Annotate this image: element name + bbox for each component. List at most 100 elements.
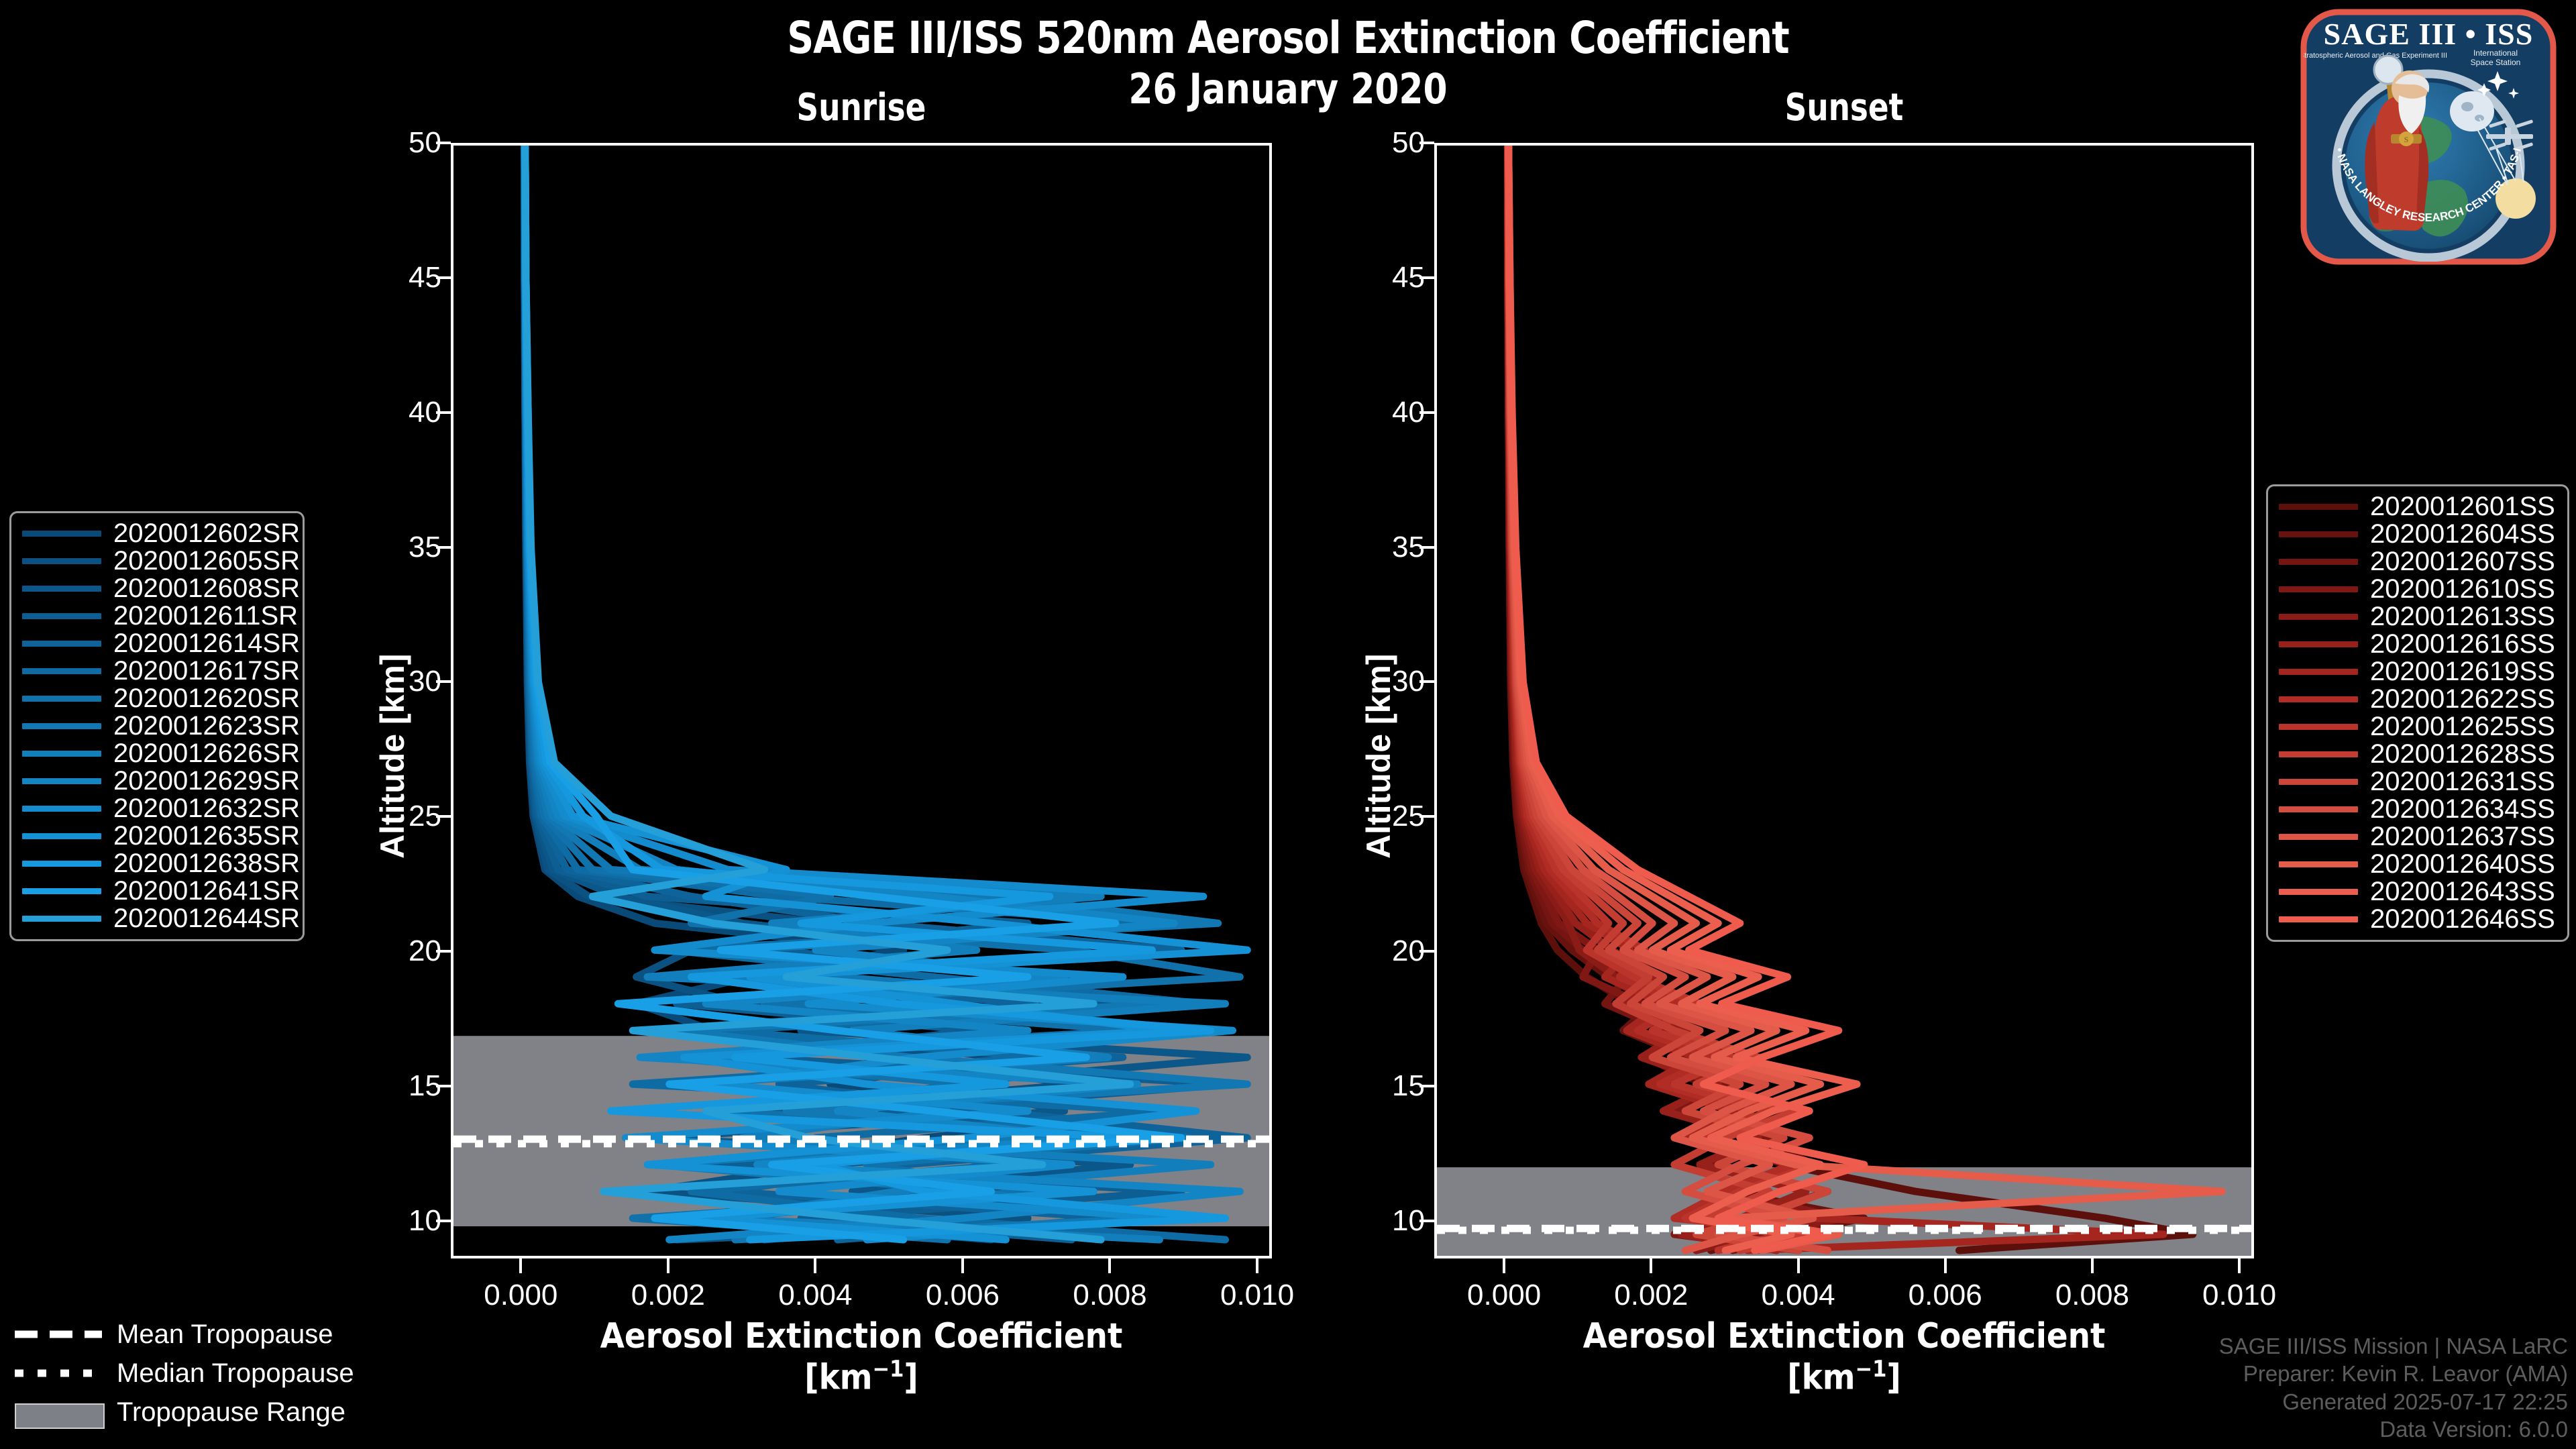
y-tick-label: 10 [1392, 1203, 1425, 1237]
y-axis-label-sunrise: Altitude [km] [374, 653, 411, 859]
x-tick-mark [2090, 1258, 2094, 1273]
legend-color-swatch [22, 806, 101, 812]
y-tick-mark [1419, 142, 1434, 144]
y-tick-label: 20 [1392, 934, 1425, 968]
legend-color-swatch [2279, 916, 2358, 922]
legend-item[interactable]: 2020012637SS [2279, 822, 2557, 851]
legend-color-swatch [2279, 696, 2358, 702]
svg-text:Space Station: Space Station [2471, 58, 2521, 67]
y-tick-mark [1419, 815, 1434, 818]
x-axis-label-sunset: Aerosol Extinction Coefficient [km−1] [1434, 1316, 2254, 1398]
legend-label: 2020012634SS [2370, 794, 2555, 824]
legend-item[interactable]: 2020012622SS [2279, 684, 2557, 714]
y-tick-label: 20 [409, 934, 441, 968]
legend-item[interactable]: 2020012605SR [22, 546, 300, 576]
legend-item[interactable]: 2020012610SS [2279, 574, 2557, 604]
legend-label: 2020012619SS [2370, 657, 2555, 686]
legend-item[interactable]: 2020012641SR [22, 876, 300, 906]
x-tick-mark [1943, 1258, 1947, 1273]
legend-item[interactable]: 2020012617SR [22, 656, 300, 686]
y-tick-mark [436, 142, 451, 144]
y-tick-label: 50 [409, 126, 441, 159]
legend-color-swatch [2279, 559, 2358, 565]
legend-item[interactable]: 2020012613SS [2279, 602, 2557, 631]
legend-color-swatch [22, 833, 101, 839]
legend-item[interactable]: 2020012625SS [2279, 712, 2557, 741]
x-tick-label: 0.000 [484, 1279, 558, 1311]
y-tick-label: 40 [409, 395, 441, 429]
y-tick-label: 35 [409, 530, 441, 564]
legend-item[interactable]: 2020012619SS [2279, 657, 2557, 686]
legend-label: 2020012605SR [113, 546, 301, 576]
legend-label: 2020012623SR [113, 711, 301, 741]
legend-item[interactable]: 2020012604SS [2279, 519, 2557, 549]
svg-text:SAGE III • ISS: SAGE III • ISS [2324, 17, 2534, 51]
x-axis-label-unit: [km−1] [1787, 1356, 1901, 1398]
legend-label: 2020012643SS [2370, 877, 2555, 906]
credits-line-generated: Generated 2025-07-17 22:25 [2282, 1389, 2568, 1414]
legend-color-swatch [2279, 806, 2358, 812]
y-tick-mark [1419, 680, 1434, 684]
y-tick-mark [436, 411, 451, 414]
legend-item[interactable]: 2020012626SR [22, 739, 300, 768]
legend-item[interactable]: 2020012601SS [2279, 492, 2557, 521]
legend-color-swatch [2279, 669, 2358, 675]
legend-item[interactable]: 2020012634SS [2279, 794, 2557, 824]
legend-label-median-tropopause: Median Tropopause [117, 1358, 354, 1388]
legend-item[interactable]: 2020012629SR [22, 766, 300, 796]
legend-item[interactable]: 2020012643SS [2279, 877, 2557, 906]
x-axis-label-text: Aerosol Extinction Coefficient [1582, 1316, 2106, 1356]
y-tick-mark [436, 545, 451, 549]
legend-item[interactable]: 2020012607SS [2279, 547, 2557, 576]
x-axis-label-unit: [km−1] [804, 1356, 918, 1398]
legend-item[interactable]: 2020012638SR [22, 849, 300, 878]
legend-item[interactable]: 2020012631SS [2279, 767, 2557, 796]
legend-color-swatch [2279, 531, 2358, 537]
x-axis-label-text: Aerosol Extinction Coefficient [600, 1316, 1123, 1356]
legend-label: 2020012614SR [113, 629, 301, 658]
date-subtitle: 26 January 2020 [1128, 64, 1448, 113]
svg-text:Stratospheric Aerosol and Gas: Stratospheric Aerosol and Gas Experiment… [2300, 52, 2447, 60]
legend-label: 2020012601SS [2370, 492, 2555, 521]
legend-label: 2020012638SR [113, 849, 301, 878]
legend-item[interactable]: 2020012635SR [22, 821, 300, 851]
plot-sunset [1434, 143, 2254, 1258]
legend-item[interactable]: 2020012628SS [2279, 739, 2557, 769]
legend-item[interactable]: 2020012623SR [22, 711, 300, 741]
legend-item[interactable]: 2020012616SS [2279, 629, 2557, 659]
legend-item[interactable]: 2020012646SS [2279, 904, 2557, 934]
legend-sunset[interactable]: 2020012601SS 2020012604SS 2020012607SS 2020… [2266, 484, 2569, 942]
legend-color-swatch [2279, 751, 2358, 757]
y-tick-mark [436, 680, 451, 684]
x-tick-label: 0.006 [1908, 1279, 1982, 1311]
legend-color-swatch [2279, 861, 2358, 867]
legend-color-swatch [22, 778, 101, 784]
legend-sunrise[interactable]: 2020012602SR 2020012605SR 2020012608SR 2020… [9, 511, 305, 941]
y-tick-label: 25 [409, 800, 441, 833]
legend-item[interactable]: 2020012640SS [2279, 849, 2557, 879]
y-tick-label: 45 [1392, 260, 1425, 294]
y-tick-label: 40 [1392, 395, 1425, 429]
credits-line-mission: SAGE III/ISS Mission | NASA LaRC [2218, 1333, 2568, 1358]
legend-color-swatch [2279, 724, 2358, 730]
legend-label: 2020012625SS [2370, 712, 2555, 741]
dashed-line-icon [15, 1326, 102, 1343]
legend-color-swatch [22, 888, 101, 894]
plot-sunrise [451, 143, 1272, 1258]
legend-label: 2020012622SS [2370, 684, 2555, 714]
profile-line-2020012646SS [1509, 146, 1864, 1250]
legend-item[interactable]: 2020012644SR [22, 904, 300, 933]
dotted-line-icon [15, 1364, 102, 1382]
legend-label: 2020012620SR [113, 684, 301, 713]
x-tick-mark [1108, 1258, 1112, 1273]
legend-item[interactable]: 2020012602SR [22, 519, 300, 548]
legend-item[interactable]: 2020012611SR [22, 601, 298, 631]
y-tick-label: 15 [1392, 1069, 1425, 1102]
legend-item[interactable]: 2020012608SR [22, 574, 300, 603]
legend-label-tropopause-range: Tropopause Range [117, 1397, 345, 1427]
mission-patch-icon: SAGE III • ISS Stratospheric Aerosol and… [2300, 9, 2557, 265]
legend-item[interactable]: 2020012620SR [22, 684, 300, 713]
legend-item[interactable]: 2020012632SR [22, 794, 300, 823]
legend-item[interactable]: 2020012614SR [22, 629, 300, 658]
y-tick-label: 30 [1392, 665, 1425, 698]
